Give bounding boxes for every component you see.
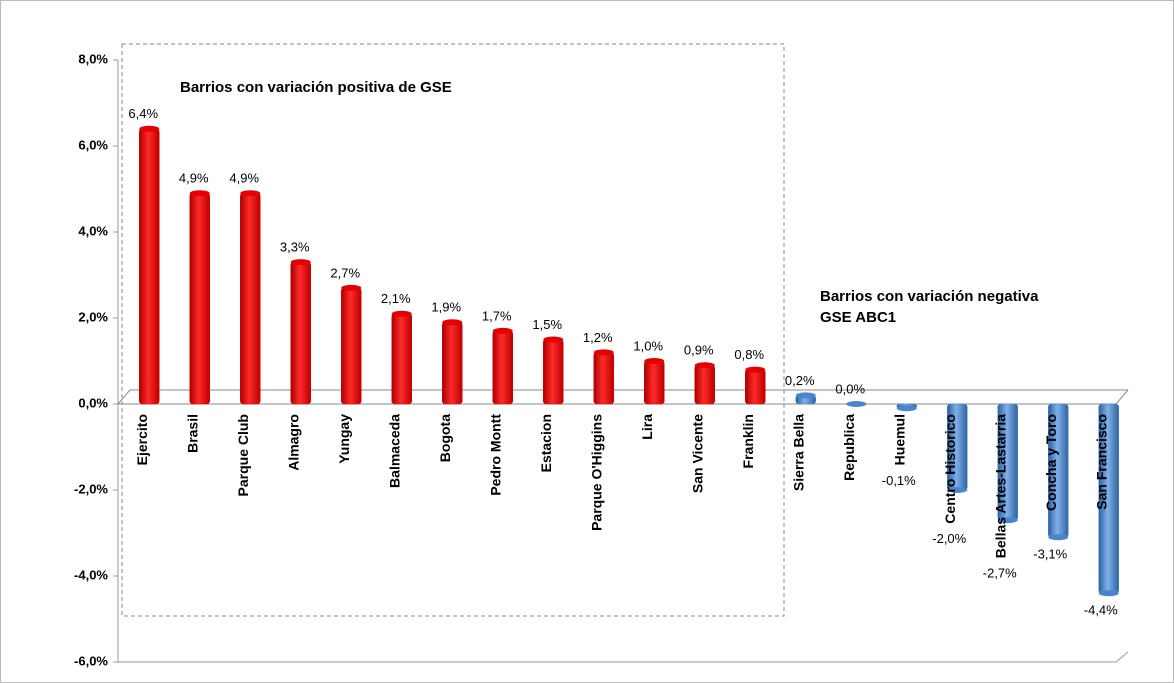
- y-tick-label: -6,0%: [74, 653, 108, 668]
- value-label: -0,1%: [882, 473, 916, 488]
- bar: [341, 287, 362, 405]
- bar: [240, 193, 261, 405]
- value-label: 6,4%: [128, 106, 158, 121]
- value-label: 1,7%: [482, 308, 512, 323]
- bar-cap: [341, 284, 362, 291]
- y-tick-label: 4,0%: [78, 223, 108, 238]
- x-tick-label: Franklin: [740, 414, 756, 468]
- bar-cap: [896, 405, 917, 412]
- x-tick-label: Bogota: [437, 414, 453, 462]
- value-label: -4,4%: [1084, 603, 1118, 618]
- value-label: 0,0%: [835, 381, 865, 396]
- y-tick-label: 6,0%: [78, 137, 108, 152]
- bar: [492, 330, 513, 405]
- bar-cap: [543, 336, 564, 343]
- value-label: -2,7%: [983, 566, 1017, 581]
- x-tick-label: Balmaceda: [386, 414, 402, 488]
- bar-cap: [492, 327, 513, 334]
- bar-cap: [1048, 534, 1069, 541]
- value-label: 2,7%: [330, 265, 360, 280]
- value-label: -2,0%: [932, 531, 966, 546]
- value-label: -3,1%: [1033, 547, 1067, 562]
- bar: [694, 365, 715, 405]
- bar: [139, 128, 160, 405]
- bar: [189, 193, 210, 405]
- bar: [543, 339, 564, 405]
- value-label: 0,8%: [734, 347, 764, 362]
- x-tick-label: Parque O'Higgins: [588, 414, 604, 531]
- bar: [745, 369, 766, 405]
- bar-cap: [644, 358, 665, 364]
- positive-box: [121, 43, 785, 617]
- bar-cap: [139, 125, 160, 132]
- x-tick-label: Pedro Montt: [487, 414, 503, 496]
- value-label: 1,9%: [431, 300, 461, 315]
- floor: [118, 651, 1129, 663]
- x-tick-label: Ejercito: [134, 414, 150, 465]
- value-label: 1,5%: [532, 317, 562, 332]
- x-tick-label: Brasil: [184, 414, 200, 453]
- annotation: GSE ABC1: [820, 309, 896, 326]
- value-label: 2,1%: [381, 291, 411, 306]
- bar-cap: [745, 366, 766, 373]
- bar-cap: [290, 259, 311, 266]
- value-label: 1,2%: [583, 330, 613, 345]
- bar-cap: [593, 349, 614, 356]
- x-tick-label: Parque Club: [235, 414, 251, 496]
- y-tick-label: 8,0%: [78, 51, 108, 66]
- x-tick-label: Yungay: [336, 414, 352, 464]
- bar-cap: [240, 190, 261, 197]
- value-label: 0,9%: [684, 343, 714, 358]
- y-tick-label: -4,0%: [74, 567, 108, 582]
- value-label: 3,3%: [280, 240, 310, 255]
- y-tick-label: 2,0%: [78, 309, 108, 324]
- x-tick-label: San Vicente: [689, 414, 705, 493]
- x-tick-label: Almagro: [285, 414, 301, 471]
- bar-cap: [997, 517, 1018, 524]
- bar: [644, 360, 665, 405]
- bar: [593, 352, 614, 405]
- bar-cap: [391, 310, 412, 317]
- x-tick-label: Republica: [841, 414, 857, 481]
- annotation: Barrios con variación negativa: [820, 288, 1039, 305]
- x-tick-label: Centro Historico: [942, 414, 958, 524]
- x-tick-label: Bellas Artes-Lastarria: [992, 414, 1008, 558]
- x-tick-label: Estacion: [538, 414, 554, 472]
- value-label: 1,0%: [633, 338, 663, 353]
- y-tick-label: -2,0%: [74, 481, 108, 496]
- x-tick-label: Sierra Bella: [790, 414, 806, 491]
- x-tick-label: San Francisco: [1093, 414, 1109, 510]
- value-label: 0,2%: [785, 373, 815, 388]
- bar-cap: [189, 190, 210, 197]
- y-tick-label: 0,0%: [78, 395, 108, 410]
- bar-cap: [1098, 590, 1119, 597]
- value-label: 4,9%: [229, 171, 259, 186]
- bar-cap: [694, 362, 715, 369]
- bar: [442, 322, 463, 405]
- x-tick-label: Lira: [639, 414, 655, 440]
- bar: [290, 261, 311, 405]
- bar-cap: [795, 392, 816, 399]
- bar-cap: [442, 319, 463, 326]
- annotation: Barrios con variación positiva de GSE: [180, 79, 452, 96]
- x-tick-label: Huemul: [891, 414, 907, 465]
- bar-cap: [846, 401, 867, 407]
- bar: [391, 313, 412, 405]
- value-label: 4,9%: [179, 171, 209, 186]
- bar-cap: [947, 487, 968, 493]
- x-tick-label: Concha y Toro: [1043, 414, 1059, 511]
